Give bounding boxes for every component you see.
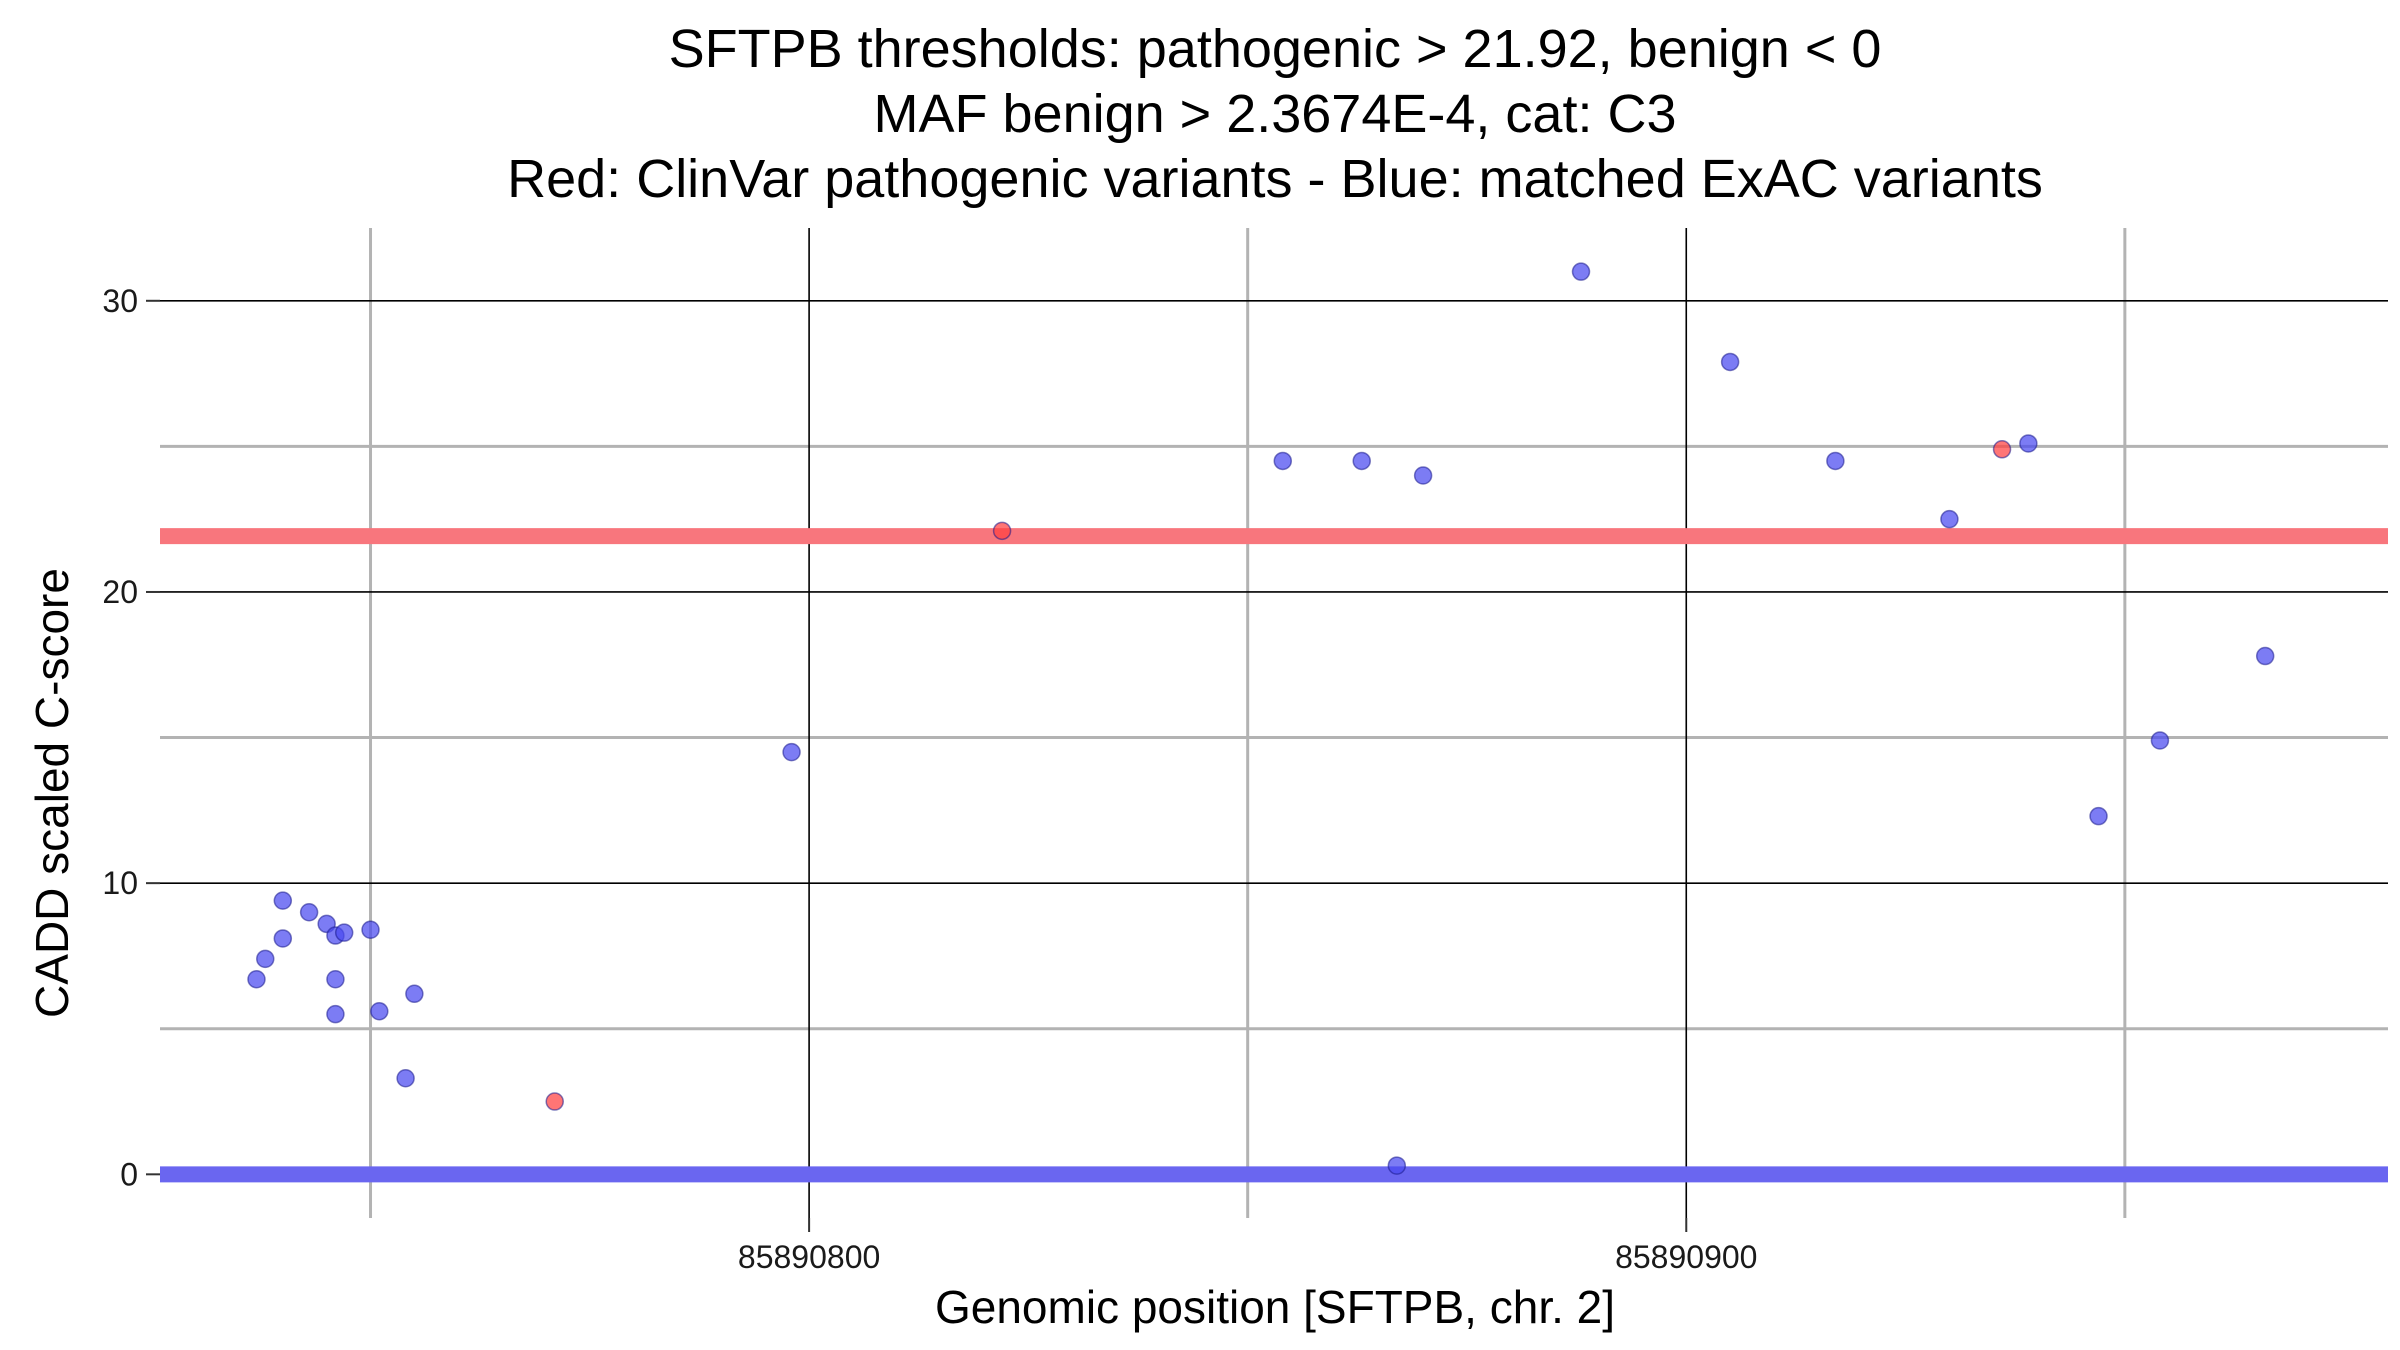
exac-variant-point-13 — [396, 1068, 415, 1088]
y-axis-title: CADD scaled C-score — [26, 568, 78, 1018]
y-tick-label-1: 10 — [102, 865, 138, 901]
minor-gridlines — [160, 228, 2388, 1218]
exac-variant-point-7 — [326, 969, 345, 989]
clinvar-pathogenic-point-2 — [1992, 440, 2012, 459]
data-points — [247, 262, 2275, 1175]
x-axis-ticks: 85890800 85890900 — [738, 1218, 1757, 1275]
exac-variant-point-10 — [361, 920, 380, 939]
exac-variant-point-17 — [1413, 466, 1433, 485]
y-tick-label-0: 0 — [120, 1156, 138, 1192]
exac-variant-point-14 — [782, 742, 801, 762]
chart-title-line-1: SFTPB thresholds: pathogenic > 21.92, be… — [669, 19, 1882, 79]
exac-variant-point-3 — [273, 929, 293, 948]
chart-title-line-3: Red: ClinVar pathogenic variants - Blue:… — [507, 149, 2043, 209]
exac-variant-point-12 — [405, 984, 424, 1004]
exac-variant-point-8 — [326, 1004, 345, 1024]
x-tick-label-1: 85890900 — [1615, 1239, 1757, 1275]
chart-title: SFTPB thresholds: pathogenic > 21.92, be… — [507, 19, 2043, 209]
clinvar-pathogenic-point-1 — [992, 521, 1012, 541]
y-axis-ticks: 0 10 20 30 — [102, 283, 160, 1192]
clinvar-pathogenic-point-0 — [545, 1092, 564, 1111]
exac-variant-point-9 — [334, 923, 354, 942]
exac-variant-point-24 — [2089, 806, 2108, 826]
exac-variant-point-16 — [1352, 451, 1371, 471]
exac-variant-point-26 — [2255, 646, 2275, 666]
x-tick-label-0: 85890800 — [738, 1239, 880, 1275]
x-axis-title: Genomic position [SFTPB, chr. 2] — [935, 1281, 1615, 1333]
exac-variant-point-15 — [1273, 451, 1293, 471]
exac-variant-point-0 — [247, 969, 266, 989]
exac-variant-point-22 — [1940, 509, 1959, 529]
exac-variant-point-18 — [1387, 1156, 1407, 1175]
y-tick-label-3: 30 — [102, 283, 138, 319]
threshold-lines — [160, 528, 2388, 1183]
exac-variant-point-20 — [1720, 352, 1740, 372]
exac-variant-point-23 — [2019, 434, 2038, 453]
exac-variant-point-25 — [2150, 731, 2170, 750]
exac-variant-point-4 — [299, 903, 319, 922]
chart-title-line-2: MAF benign > 2.3674E-4, cat: C3 — [874, 84, 1677, 144]
major-gridlines — [160, 228, 2388, 1218]
y-tick-label-2: 20 — [102, 574, 138, 610]
exac-variant-point-2 — [273, 891, 293, 910]
exac-variant-point-11 — [370, 1002, 389, 1021]
exac-variant-point-19 — [1571, 262, 1591, 281]
exac-variant-point-21 — [1826, 451, 1845, 471]
exac-variant-point-1 — [256, 949, 275, 969]
